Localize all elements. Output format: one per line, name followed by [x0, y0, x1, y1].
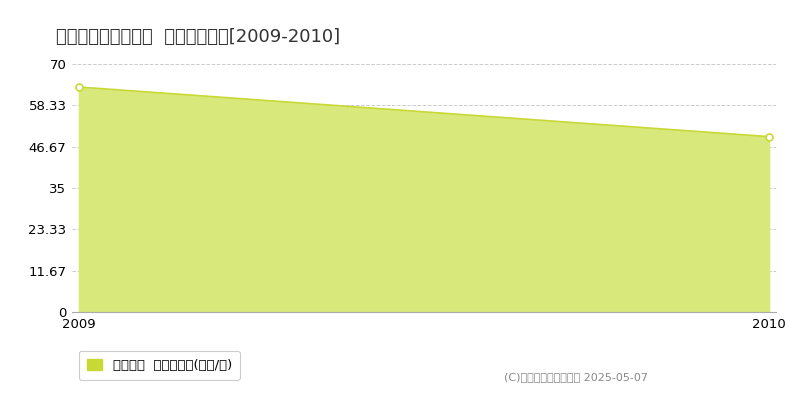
Legend: 土地価格  平均坪単価(万円/坪): 土地価格 平均坪単価(万円/坪) [78, 351, 240, 380]
Text: (C)土地価格ドットコム 2025-05-07: (C)土地価格ドットコム 2025-05-07 [504, 372, 648, 382]
Text: 神戸市兵庫区東山町  土地価格推移[2009-2010]: 神戸市兵庫区東山町 土地価格推移[2009-2010] [56, 28, 340, 46]
